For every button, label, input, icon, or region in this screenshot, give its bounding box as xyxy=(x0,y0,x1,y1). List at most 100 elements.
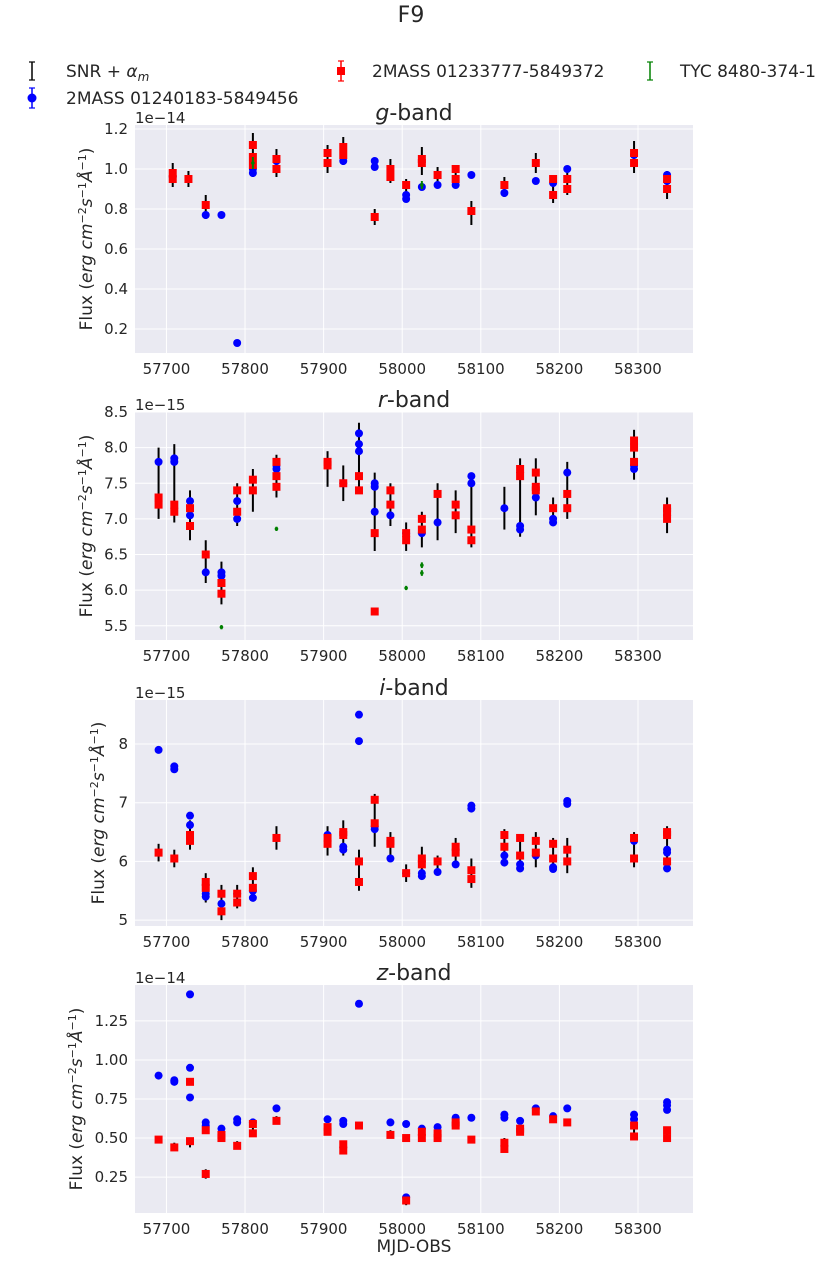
data-point-square xyxy=(154,493,163,502)
data-point-circle xyxy=(402,191,411,199)
data-point-square xyxy=(630,457,639,466)
errorbar-point xyxy=(274,526,279,531)
data-point-square xyxy=(467,207,476,215)
data-point-square xyxy=(186,836,195,845)
x-tick-label: 58200 xyxy=(536,1220,584,1238)
data-point-square xyxy=(386,165,395,173)
data-point-square xyxy=(402,529,411,538)
band-suffix: -band xyxy=(387,388,450,413)
series-tyc xyxy=(251,157,424,189)
data-point-circle xyxy=(354,710,363,719)
grid xyxy=(135,411,693,640)
panel-r-band: 57700 57800 57900 58000 58100 58200 58300 5.5 6.… xyxy=(75,388,693,665)
data-point-square xyxy=(201,550,210,559)
data-point-square xyxy=(500,1144,509,1153)
data-point-square xyxy=(339,1140,348,1149)
offset-text: 1e−14 xyxy=(135,969,185,987)
legend: SNR + αm 2MASS 01233777-5849372 TYC 8480… xyxy=(27,60,816,109)
series-2mass_a xyxy=(154,436,672,616)
panel-i-band: 57700 57800 57900 58000 58100 58200 58300 5 6 7 8 1… xyxy=(87,676,693,951)
data-point-square xyxy=(201,877,210,886)
data-point-square xyxy=(217,1134,226,1143)
y-tick-label: 6.0 xyxy=(104,581,128,599)
data-point-square xyxy=(186,1077,195,1086)
series-tyc xyxy=(219,526,424,630)
x-tick-label: 57700 xyxy=(143,1220,191,1238)
data-point-square xyxy=(272,155,281,163)
y-tick-label: 1.0 xyxy=(104,160,128,178)
data-point-circle xyxy=(563,1104,572,1113)
data-point-circle xyxy=(630,465,639,473)
data-point-square xyxy=(663,857,672,866)
data-point-square xyxy=(233,1141,242,1150)
data-point-square xyxy=(417,514,426,523)
data-point-circle xyxy=(201,892,210,901)
x-tick-label: 58100 xyxy=(457,1220,505,1238)
y-tick-label: 1.2 xyxy=(104,120,128,138)
data-point-square xyxy=(563,1118,572,1127)
data-point-square xyxy=(323,1123,332,1132)
data-point-circle xyxy=(154,745,163,754)
data-point-circle xyxy=(170,457,179,466)
panel-title: g-band xyxy=(375,101,452,126)
data-point-square xyxy=(186,504,195,513)
tick-labels: 57700 57800 57900 58000 58100 58200 58300 0.2 0.… xyxy=(104,120,662,378)
data-point-square xyxy=(467,875,476,884)
data-point-square xyxy=(451,175,460,183)
data-point-square xyxy=(248,1129,257,1138)
data-point-square xyxy=(549,854,558,863)
data-point-square xyxy=(663,507,672,516)
legend-label-2mass-01233777: 2MASS 01233777-5849372 xyxy=(372,62,604,82)
x-tick-label: 58000 xyxy=(378,933,426,951)
data-point-square xyxy=(154,848,163,857)
data-point-square xyxy=(630,159,639,167)
data-point-square xyxy=(531,836,540,845)
y-axis-label: Flux (erg cm−2s−1Å−1) xyxy=(75,148,97,331)
data-point-square xyxy=(233,889,242,898)
y-axis-label-part: −2 xyxy=(76,494,89,510)
data-point-square xyxy=(531,159,540,167)
data-point-circle xyxy=(663,1105,672,1114)
y-tick-label: 1.00 xyxy=(95,1051,128,1069)
data-point-square xyxy=(500,831,509,840)
data-point-circle xyxy=(354,447,363,456)
data-point-square xyxy=(402,536,411,545)
panel-z-band: 57700 57800 57900 58000 58100 58200 58300 0.25 0… xyxy=(65,961,693,1238)
data-point-square xyxy=(186,522,195,530)
y-tick-label: 8.0 xyxy=(104,439,128,457)
data-point-square xyxy=(417,860,426,869)
data-point-circle xyxy=(154,457,163,466)
data-point-square xyxy=(549,175,558,183)
legend-label-snr: SNR + αm xyxy=(66,62,149,84)
data-point-square xyxy=(402,869,411,878)
y-tick-label: 0.75 xyxy=(95,1090,128,1108)
data-point-circle xyxy=(500,1113,509,1122)
errorbar-dot xyxy=(274,527,279,531)
data-point-circle xyxy=(201,568,210,577)
data-point-square xyxy=(549,839,558,848)
data-point-square xyxy=(451,511,460,520)
y-tick-label: 8.5 xyxy=(104,403,128,421)
x-tick-label: 57700 xyxy=(143,933,191,951)
x-tick-label: 58300 xyxy=(614,360,662,378)
data-point-square xyxy=(417,525,426,534)
data-point-circle xyxy=(451,860,460,869)
y-axis-label-part: −2 xyxy=(88,781,101,797)
y-tick-label: 8 xyxy=(118,735,128,753)
data-point-circle xyxy=(354,429,363,438)
data-point-circle xyxy=(500,858,509,867)
data-point-circle xyxy=(500,189,509,197)
data-point-square xyxy=(186,831,195,840)
errorbar-dot xyxy=(404,586,408,590)
y-axis-label-part: erg cm xyxy=(89,797,109,857)
x-tick-label: 58100 xyxy=(457,360,505,378)
y-tick-label: 0.25 xyxy=(95,1168,128,1186)
errorbar-point xyxy=(251,157,255,169)
y-axis-label-part: −1 xyxy=(76,469,89,485)
data-point-circle xyxy=(170,765,179,774)
data-point-circle xyxy=(386,854,395,863)
y-tick-label: 0.4 xyxy=(104,280,128,298)
data-point-circle xyxy=(154,1071,163,1080)
data-point-square xyxy=(354,486,363,495)
data-point-square xyxy=(217,589,226,598)
